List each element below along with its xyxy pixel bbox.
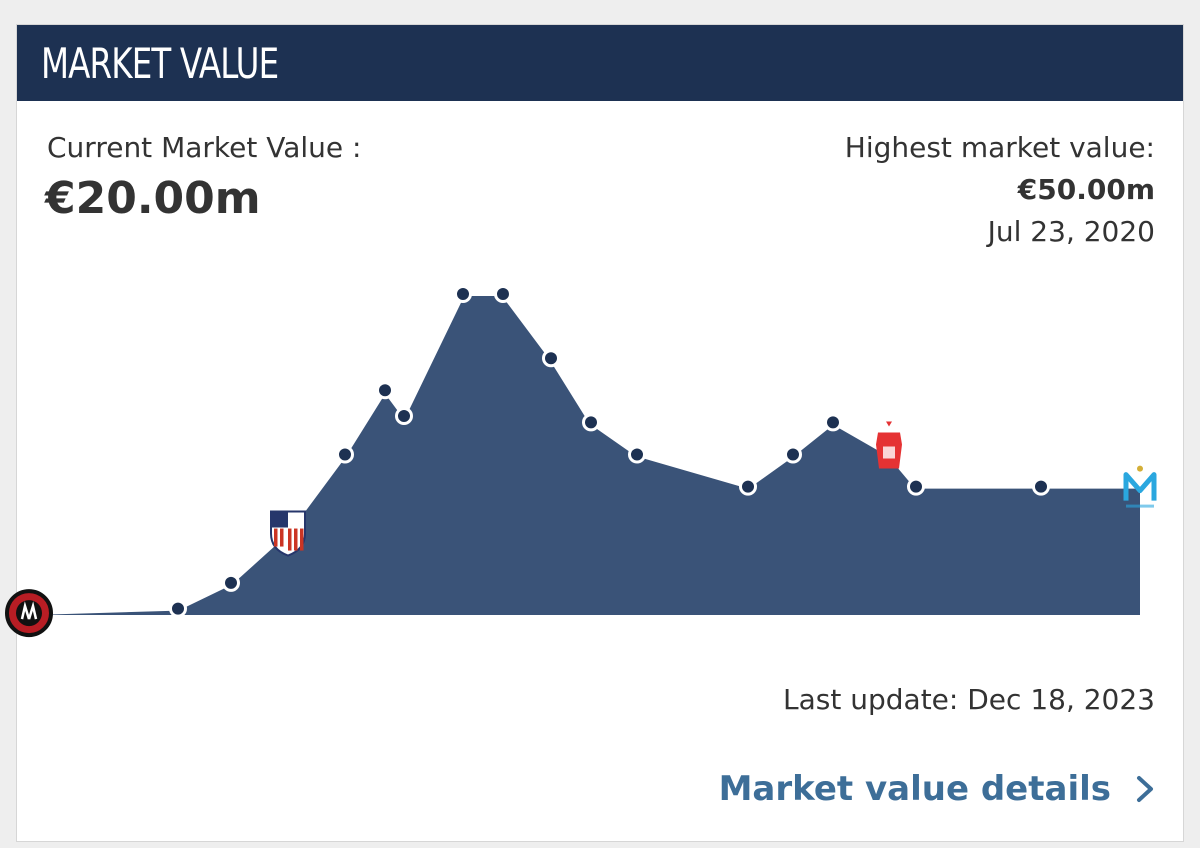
data-point[interactable] bbox=[169, 599, 187, 618]
highest-value: €50.00m bbox=[1017, 173, 1155, 206]
club-logo-athletico-paranaense-icon[interactable] bbox=[5, 589, 53, 638]
data-point[interactable] bbox=[739, 477, 757, 496]
club-logo-nottingham-forest-icon[interactable] bbox=[876, 421, 902, 469]
data-point[interactable] bbox=[454, 285, 472, 303]
details-link-label: Market value details bbox=[718, 769, 1111, 809]
current-value-label: Current Market Value : bbox=[47, 131, 362, 164]
market-value-details-link[interactable]: Market value details bbox=[719, 769, 1155, 809]
card-header: MARKET VALUE bbox=[17, 25, 1183, 101]
club-logo-atletico-madrid-icon[interactable] bbox=[270, 510, 306, 557]
highest-value-label: Highest market value: bbox=[844, 131, 1155, 164]
data-point[interactable] bbox=[395, 406, 413, 425]
market-value-card: MARKET VALUE Current Market Value : €20.… bbox=[16, 24, 1184, 842]
data-point[interactable] bbox=[222, 573, 240, 592]
card-title: MARKET VALUE bbox=[41, 38, 279, 88]
data-point[interactable] bbox=[628, 445, 646, 464]
current-value: €20.00m bbox=[45, 173, 261, 224]
data-point[interactable] bbox=[542, 349, 560, 368]
data-point[interactable] bbox=[336, 445, 354, 464]
data-point[interactable] bbox=[907, 477, 925, 496]
last-update: Last update: Dec 18, 2023 bbox=[783, 683, 1155, 716]
data-point[interactable] bbox=[494, 285, 512, 303]
club-logo-olympique-marseille-icon[interactable] bbox=[1123, 465, 1157, 508]
data-point[interactable] bbox=[376, 381, 394, 400]
data-point[interactable] bbox=[784, 445, 802, 464]
data-point[interactable] bbox=[582, 413, 600, 432]
chevron-right-icon bbox=[1137, 776, 1153, 802]
data-point[interactable] bbox=[824, 413, 842, 432]
data-point[interactable] bbox=[1032, 477, 1050, 496]
highest-value-date: Jul 23, 2020 bbox=[987, 215, 1155, 248]
